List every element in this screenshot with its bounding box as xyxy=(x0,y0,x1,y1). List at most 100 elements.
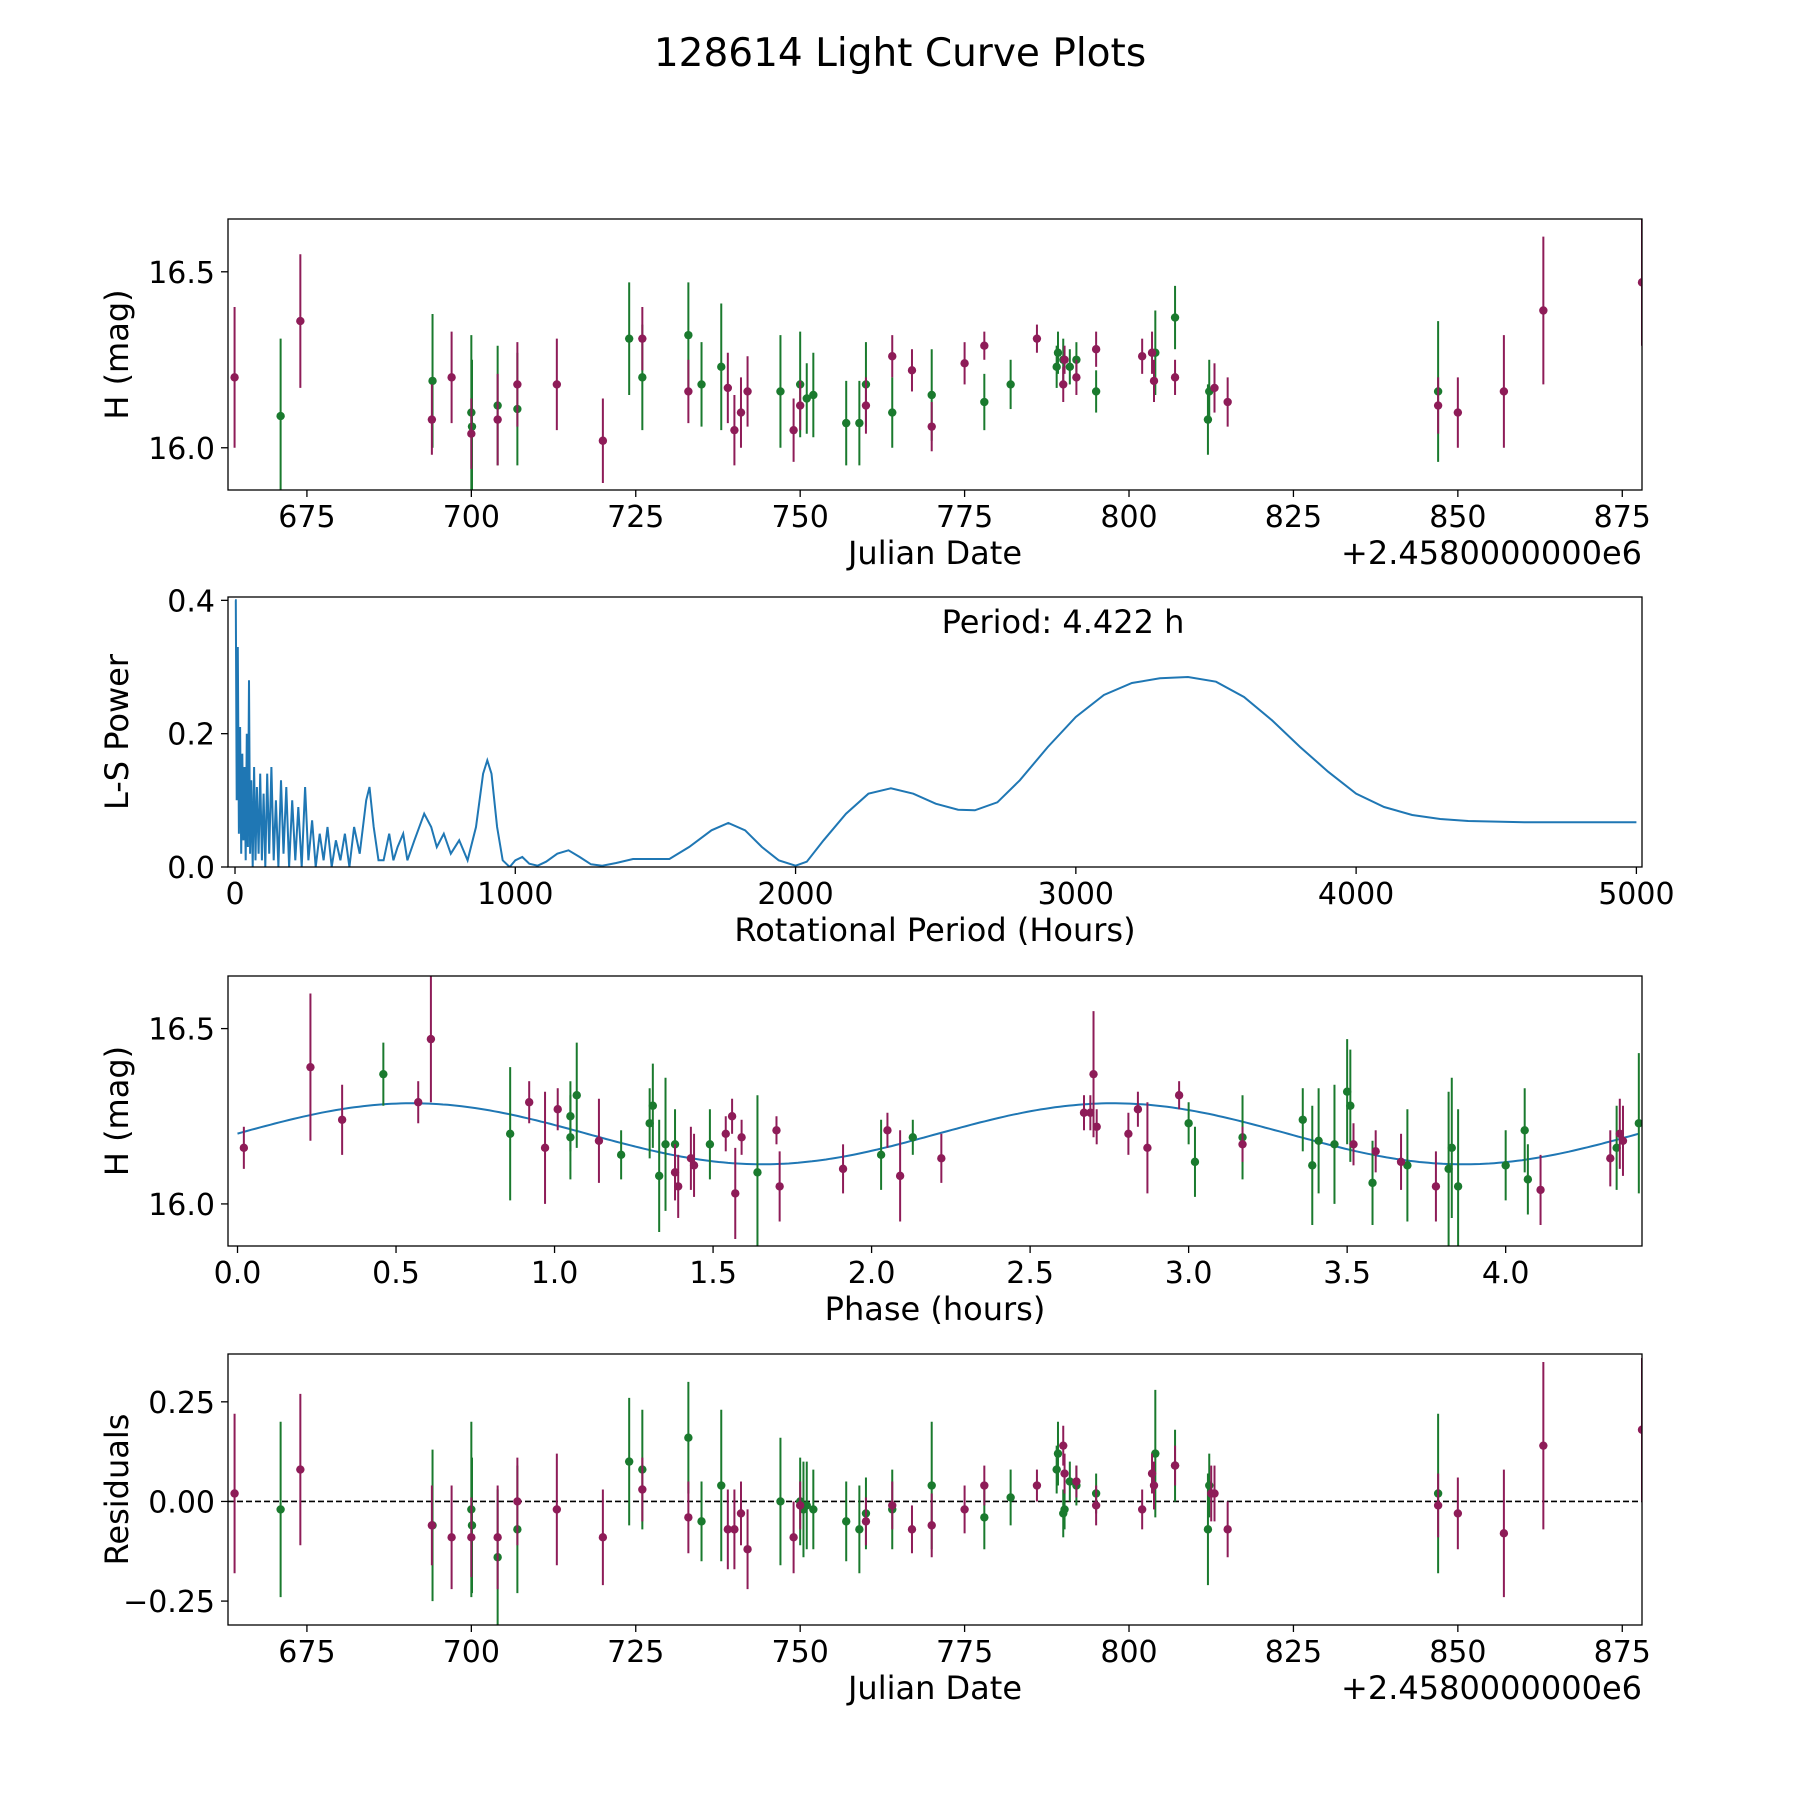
panel-lightcurve: 675 700 725 750 775 800 825 850 875 16.0 16.5 Julia… xyxy=(98,218,1651,572)
x-tick-label: 2000 xyxy=(757,877,833,912)
data-point-magenta xyxy=(1431,1182,1441,1191)
data-point-magenta xyxy=(296,316,305,326)
data-point-magenta xyxy=(306,1062,315,1072)
y-tick-label: 0.2 xyxy=(167,718,215,753)
data-point-magenta xyxy=(447,373,456,382)
data-point-magenta xyxy=(684,1513,693,1522)
data-point-magenta xyxy=(721,1129,730,1138)
data-point-magenta xyxy=(772,1126,781,1135)
axes-frame xyxy=(227,596,1643,868)
x-tick-label: 875 xyxy=(1594,500,1651,535)
data-point-magenta xyxy=(493,1533,502,1542)
data-point-magenta xyxy=(838,1164,848,1174)
x-tick-label: 1000 xyxy=(477,877,553,912)
data-point-green xyxy=(1501,1161,1510,1170)
data-point-magenta xyxy=(907,366,917,375)
data-point-green xyxy=(1523,1175,1533,1184)
data-point-magenta xyxy=(1433,1501,1443,1510)
data-point-green xyxy=(616,1150,626,1160)
data-point-green xyxy=(654,1171,664,1181)
data-point-magenta xyxy=(638,1485,647,1494)
data-point-magenta xyxy=(727,1112,737,1121)
data-point-magenta xyxy=(1079,1108,1089,1117)
data-point-magenta xyxy=(1124,1129,1133,1138)
y-tick-label: 16.0 xyxy=(148,432,215,467)
x-tick-label: 4.0 xyxy=(1482,1256,1530,1291)
data-point-magenta xyxy=(1147,348,1157,357)
data-point-magenta xyxy=(789,1533,798,1542)
x-tick-label: 800 xyxy=(1100,500,1157,535)
data-point-green xyxy=(1453,1182,1463,1191)
data-point-green xyxy=(1006,1493,1015,1502)
data-point-magenta xyxy=(775,1182,784,1191)
data-point-magenta xyxy=(960,1505,969,1514)
x-tick-label: 775 xyxy=(936,1635,993,1670)
data-point-magenta xyxy=(686,1154,696,1163)
data-point-green xyxy=(505,1129,515,1138)
x-tick-label: 800 xyxy=(1100,1635,1157,1670)
x-tick-label: 3.5 xyxy=(1323,1256,1371,1291)
data-point-magenta xyxy=(723,1525,733,1534)
data-point-magenta xyxy=(513,1497,522,1506)
data-point-magenta xyxy=(427,415,437,424)
data-point-green xyxy=(980,1513,989,1522)
data-point-magenta xyxy=(684,387,693,396)
data-point-green xyxy=(661,1140,670,1149)
data-point-green xyxy=(1053,1449,1063,1458)
panel-residuals: 675 700 725 750 775 800 825 850 875 −0.25 0.00 0.25… xyxy=(98,1353,1651,1707)
x-tick-label: 775 xyxy=(936,500,993,535)
x-offset-label: +2.4580000000e6 xyxy=(1341,1669,1642,1707)
data-point-magenta xyxy=(980,1481,989,1490)
y-tick-label: 16.0 xyxy=(148,1188,215,1223)
data-point-magenta xyxy=(1536,1185,1545,1195)
data-point-magenta xyxy=(861,401,871,410)
x-axis-label: Julian Date xyxy=(846,1669,1022,1707)
data-point-green xyxy=(876,1150,886,1160)
data-point-green xyxy=(802,394,811,403)
x-tick-label: 4000 xyxy=(1318,877,1394,912)
data-point-green xyxy=(566,1133,575,1142)
data-point-magenta xyxy=(1371,1147,1380,1156)
data-point-green xyxy=(648,1101,658,1110)
data-point-magenta xyxy=(447,1533,456,1542)
data-point-green xyxy=(572,1091,581,1100)
data-point-magenta xyxy=(888,1501,897,1510)
y-tick-label: 16.5 xyxy=(148,256,215,291)
data-point-green xyxy=(1203,1525,1213,1534)
x-tick-label: 850 xyxy=(1429,500,1486,535)
data-point-green xyxy=(1053,348,1063,357)
data-point-magenta xyxy=(524,1098,534,1107)
plot-area xyxy=(234,599,1637,867)
data-point-magenta xyxy=(907,1525,917,1534)
data-point-magenta xyxy=(883,1126,892,1135)
data-point-magenta xyxy=(1499,1529,1509,1538)
y-tick-label: 0.25 xyxy=(148,1386,215,1421)
data-point-magenta xyxy=(1137,1505,1147,1514)
panel-phased: 0.0 0.5 1.0 1.5 2.0 2.5 3.0 3.5 4.0 16.0 16.5 Phase… xyxy=(98,975,1643,1328)
data-point-magenta xyxy=(1059,1441,1068,1450)
x-tick-label: 875 xyxy=(1594,1635,1651,1670)
data-point-magenta xyxy=(736,1509,746,1518)
x-tick-label: 2.0 xyxy=(848,1256,896,1291)
data-point-green xyxy=(888,408,897,417)
data-point-magenta xyxy=(1170,373,1180,382)
data-point-green xyxy=(908,1133,918,1142)
data-point-green xyxy=(1444,1164,1453,1174)
data-point-green xyxy=(1330,1140,1339,1149)
data-point-green xyxy=(1634,1119,1642,1128)
data-point-green xyxy=(428,376,437,386)
data-point-magenta xyxy=(1072,1477,1081,1486)
data-point-green xyxy=(1052,1465,1061,1474)
x-tick-label: 700 xyxy=(443,1635,500,1670)
data-point-magenta xyxy=(1060,1469,1069,1478)
data-point-magenta xyxy=(1092,1122,1101,1131)
data-point-magenta xyxy=(1086,1108,1095,1117)
x-axis-label: Julian Date xyxy=(846,534,1022,572)
data-point-green xyxy=(1060,1505,1069,1514)
data-point-magenta xyxy=(689,1161,699,1170)
data-point-green xyxy=(684,330,693,340)
data-point-magenta xyxy=(795,401,805,410)
data-point-magenta xyxy=(1091,1501,1101,1510)
data-point-green xyxy=(1184,1119,1193,1128)
data-point-magenta xyxy=(1618,1136,1628,1146)
